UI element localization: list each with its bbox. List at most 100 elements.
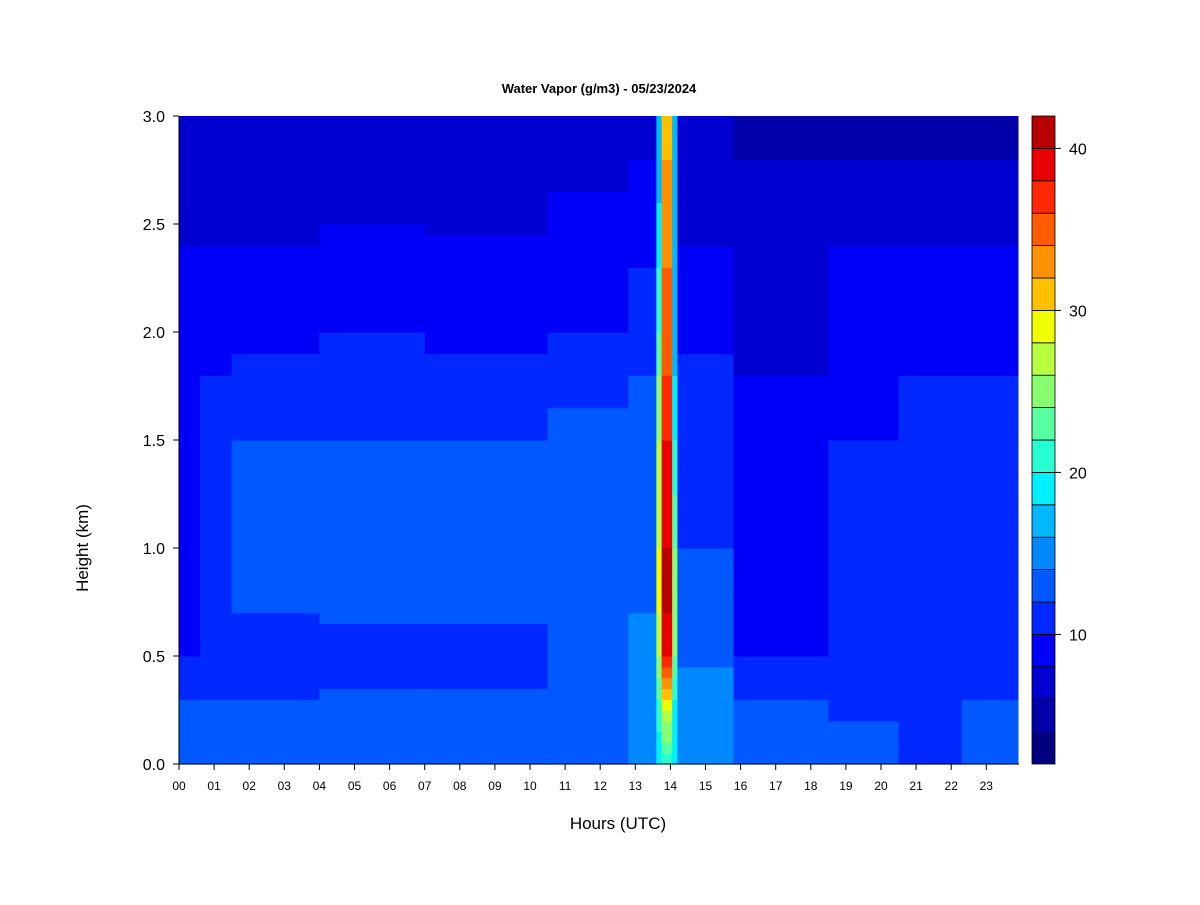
heatmap-cell <box>547 634 629 646</box>
x-tick-label: 23 <box>980 779 994 793</box>
heatmap-cell <box>656 537 663 549</box>
heatmap-cell <box>661 288 673 301</box>
heatmap-cell <box>231 461 320 473</box>
heatmap-cell <box>672 753 679 765</box>
heatmap-cell <box>961 299 1019 311</box>
heatmap-cell <box>677 170 735 182</box>
heatmap-cell <box>733 666 829 679</box>
heatmap-cell <box>424 753 549 765</box>
heatmap-cell <box>547 515 629 527</box>
heatmap-cell <box>424 299 549 311</box>
heatmap-cell <box>179 148 201 160</box>
heatmap-cell <box>661 580 673 592</box>
heatmap-cell <box>628 234 657 247</box>
heatmap-cell <box>424 116 549 128</box>
heatmap-cell <box>672 526 679 538</box>
heatmap-cell <box>898 245 963 257</box>
heatmap-cell <box>319 515 426 527</box>
heatmap-cell <box>547 321 629 333</box>
heatmap-cell <box>733 612 829 625</box>
heatmap-cell <box>898 591 963 603</box>
heatmap-cell <box>628 461 657 473</box>
heatmap-cell <box>424 342 549 355</box>
heatmap-cell <box>828 116 900 128</box>
heatmap-cell <box>628 504 657 517</box>
heatmap-cell <box>656 720 663 733</box>
heatmap-cell <box>424 720 549 733</box>
heatmap-cell <box>961 591 1019 603</box>
heatmap-cell <box>961 450 1019 463</box>
heatmap-cell <box>424 504 549 517</box>
heatmap-cell <box>672 224 679 236</box>
heatmap-cell <box>547 591 629 603</box>
heatmap-cell <box>179 180 201 193</box>
heatmap-cell <box>961 353 1019 365</box>
heatmap-cell <box>628 666 657 679</box>
heatmap-cell <box>677 558 735 571</box>
heatmap-cell <box>628 472 657 484</box>
heatmap-cell <box>200 504 233 517</box>
x-tick-label: 09 <box>488 779 502 793</box>
heatmap-cell <box>319 623 426 635</box>
heatmap-cell <box>733 483 829 495</box>
colorbar <box>1031 115 1056 765</box>
heatmap-cell <box>231 656 320 668</box>
heatmap-cell <box>200 159 233 171</box>
heatmap-cell <box>628 591 657 603</box>
y-axis-label: Height (km) <box>73 504 92 592</box>
heatmap-cell <box>961 332 1019 344</box>
heatmap-cell <box>424 386 549 398</box>
heatmap-cell <box>672 116 679 128</box>
heatmap-cell <box>661 224 673 236</box>
heatmap-cell <box>672 202 679 214</box>
heatmap-cell <box>677 267 735 279</box>
heatmap-cell <box>961 461 1019 473</box>
heatmap-cell <box>961 472 1019 484</box>
heatmap-cell <box>898 450 963 463</box>
heatmap-cell <box>656 116 663 128</box>
heatmap-cell <box>898 634 963 646</box>
heatmap-cell <box>424 375 549 387</box>
heatmap-cell <box>672 234 679 247</box>
heatmap-cell <box>661 364 673 376</box>
heatmap-cell <box>200 666 233 679</box>
heatmap-cell <box>898 720 963 733</box>
heatmap-cell <box>961 753 1019 765</box>
heatmap-cell <box>898 148 963 160</box>
heatmap-cell <box>656 688 663 700</box>
heatmap-cell <box>961 288 1019 301</box>
heatmap-cell <box>231 375 320 387</box>
heatmap-cell <box>677 645 735 657</box>
heatmap-cell <box>200 645 233 657</box>
heatmap-cell <box>424 634 549 646</box>
heatmap-cell <box>677 234 735 247</box>
heatmap-cell <box>828 483 900 495</box>
heatmap-cell <box>677 450 735 463</box>
heatmap-cell <box>733 569 829 581</box>
heatmap-cell <box>656 321 663 333</box>
heatmap-cell <box>231 116 320 128</box>
y-tick-label: 0.0 <box>143 757 165 774</box>
heatmap-cell <box>231 699 320 711</box>
heatmap-cell <box>319 234 426 247</box>
heatmap-cell <box>961 245 1019 257</box>
heatmap-cell <box>547 504 629 517</box>
heatmap-cell <box>733 526 829 538</box>
heatmap-cell <box>319 666 426 679</box>
heatmap-cell <box>661 742 673 754</box>
heatmap-cell <box>231 288 320 301</box>
heatmap-cell <box>547 548 629 560</box>
heatmap-cell <box>424 742 549 754</box>
heatmap-cell <box>661 116 673 128</box>
heatmap-cell <box>661 504 673 517</box>
heatmap-cell <box>179 569 201 581</box>
heatmap-cell <box>656 461 663 473</box>
heatmap-cell <box>661 126 673 139</box>
heatmap-cell <box>828 591 900 603</box>
heatmap-cell <box>961 710 1019 722</box>
heatmap-cell <box>179 504 201 517</box>
heatmap-cell <box>424 699 549 711</box>
heatmap-cell <box>733 299 829 311</box>
heatmap-cell <box>319 569 426 581</box>
